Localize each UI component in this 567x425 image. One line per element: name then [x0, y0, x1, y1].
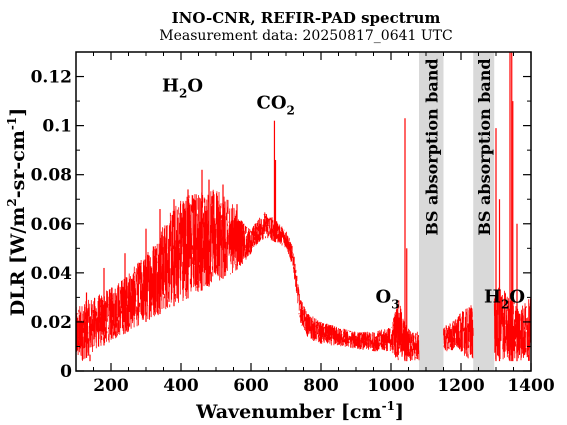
species-label-1: H2O	[162, 75, 203, 100]
absorption-band-2	[473, 52, 495, 371]
chart-title: INO-CNR, REFIR-PAD spectrum	[172, 9, 441, 27]
species-label-3: O3	[376, 286, 400, 311]
absorption-band-1	[419, 52, 444, 371]
y-tick-label-1: 0.02	[31, 313, 72, 333]
y-axis-label: DLR [W/m2-sr-cm-1]	[5, 108, 29, 316]
absorption-bands: BS absorption band BS absorption band	[419, 52, 495, 371]
spectrum-trace	[75, 189, 532, 362]
y-tick-label-6: 0.12	[31, 68, 72, 88]
absorption-band-label-2: BS absorption band	[475, 58, 494, 235]
x-tick-label-1000: 1000	[367, 376, 414, 396]
x-tick-label-200: 200	[93, 376, 129, 396]
y-tick-label-3: 0.06	[31, 215, 72, 235]
y-tick-label-2: 0.04	[31, 264, 73, 284]
axis-ticks: 200 400 600 800 1000 1200 1400 0 0.02 0.04 0.06 0.0…	[31, 52, 555, 396]
y-tick-label-5: 0.1	[42, 117, 72, 137]
y-tick-label-0: 0	[60, 362, 72, 382]
spectrum-series	[75, 52, 532, 362]
species-label-2: CO2	[257, 92, 295, 117]
species-label-4: H2O	[484, 286, 525, 311]
x-tick-label-1200: 1200	[437, 376, 484, 396]
absorption-band-label-1: BS absorption band	[422, 58, 441, 235]
x-tick-label-1400: 1400	[507, 376, 554, 396]
x-tick-label-600: 600	[233, 376, 269, 396]
y-tick-label-4: 0.08	[31, 166, 72, 186]
x-axis-label: Wavenumber [cm-1]	[195, 399, 404, 423]
x-tick-label-800: 800	[303, 376, 339, 396]
x-tick-label-400: 400	[163, 376, 199, 396]
chart-subtitle: Measurement data: 20250817_0641 UTC	[159, 28, 452, 44]
species-annotations: H2O CO2 O3 H2O	[162, 75, 525, 311]
